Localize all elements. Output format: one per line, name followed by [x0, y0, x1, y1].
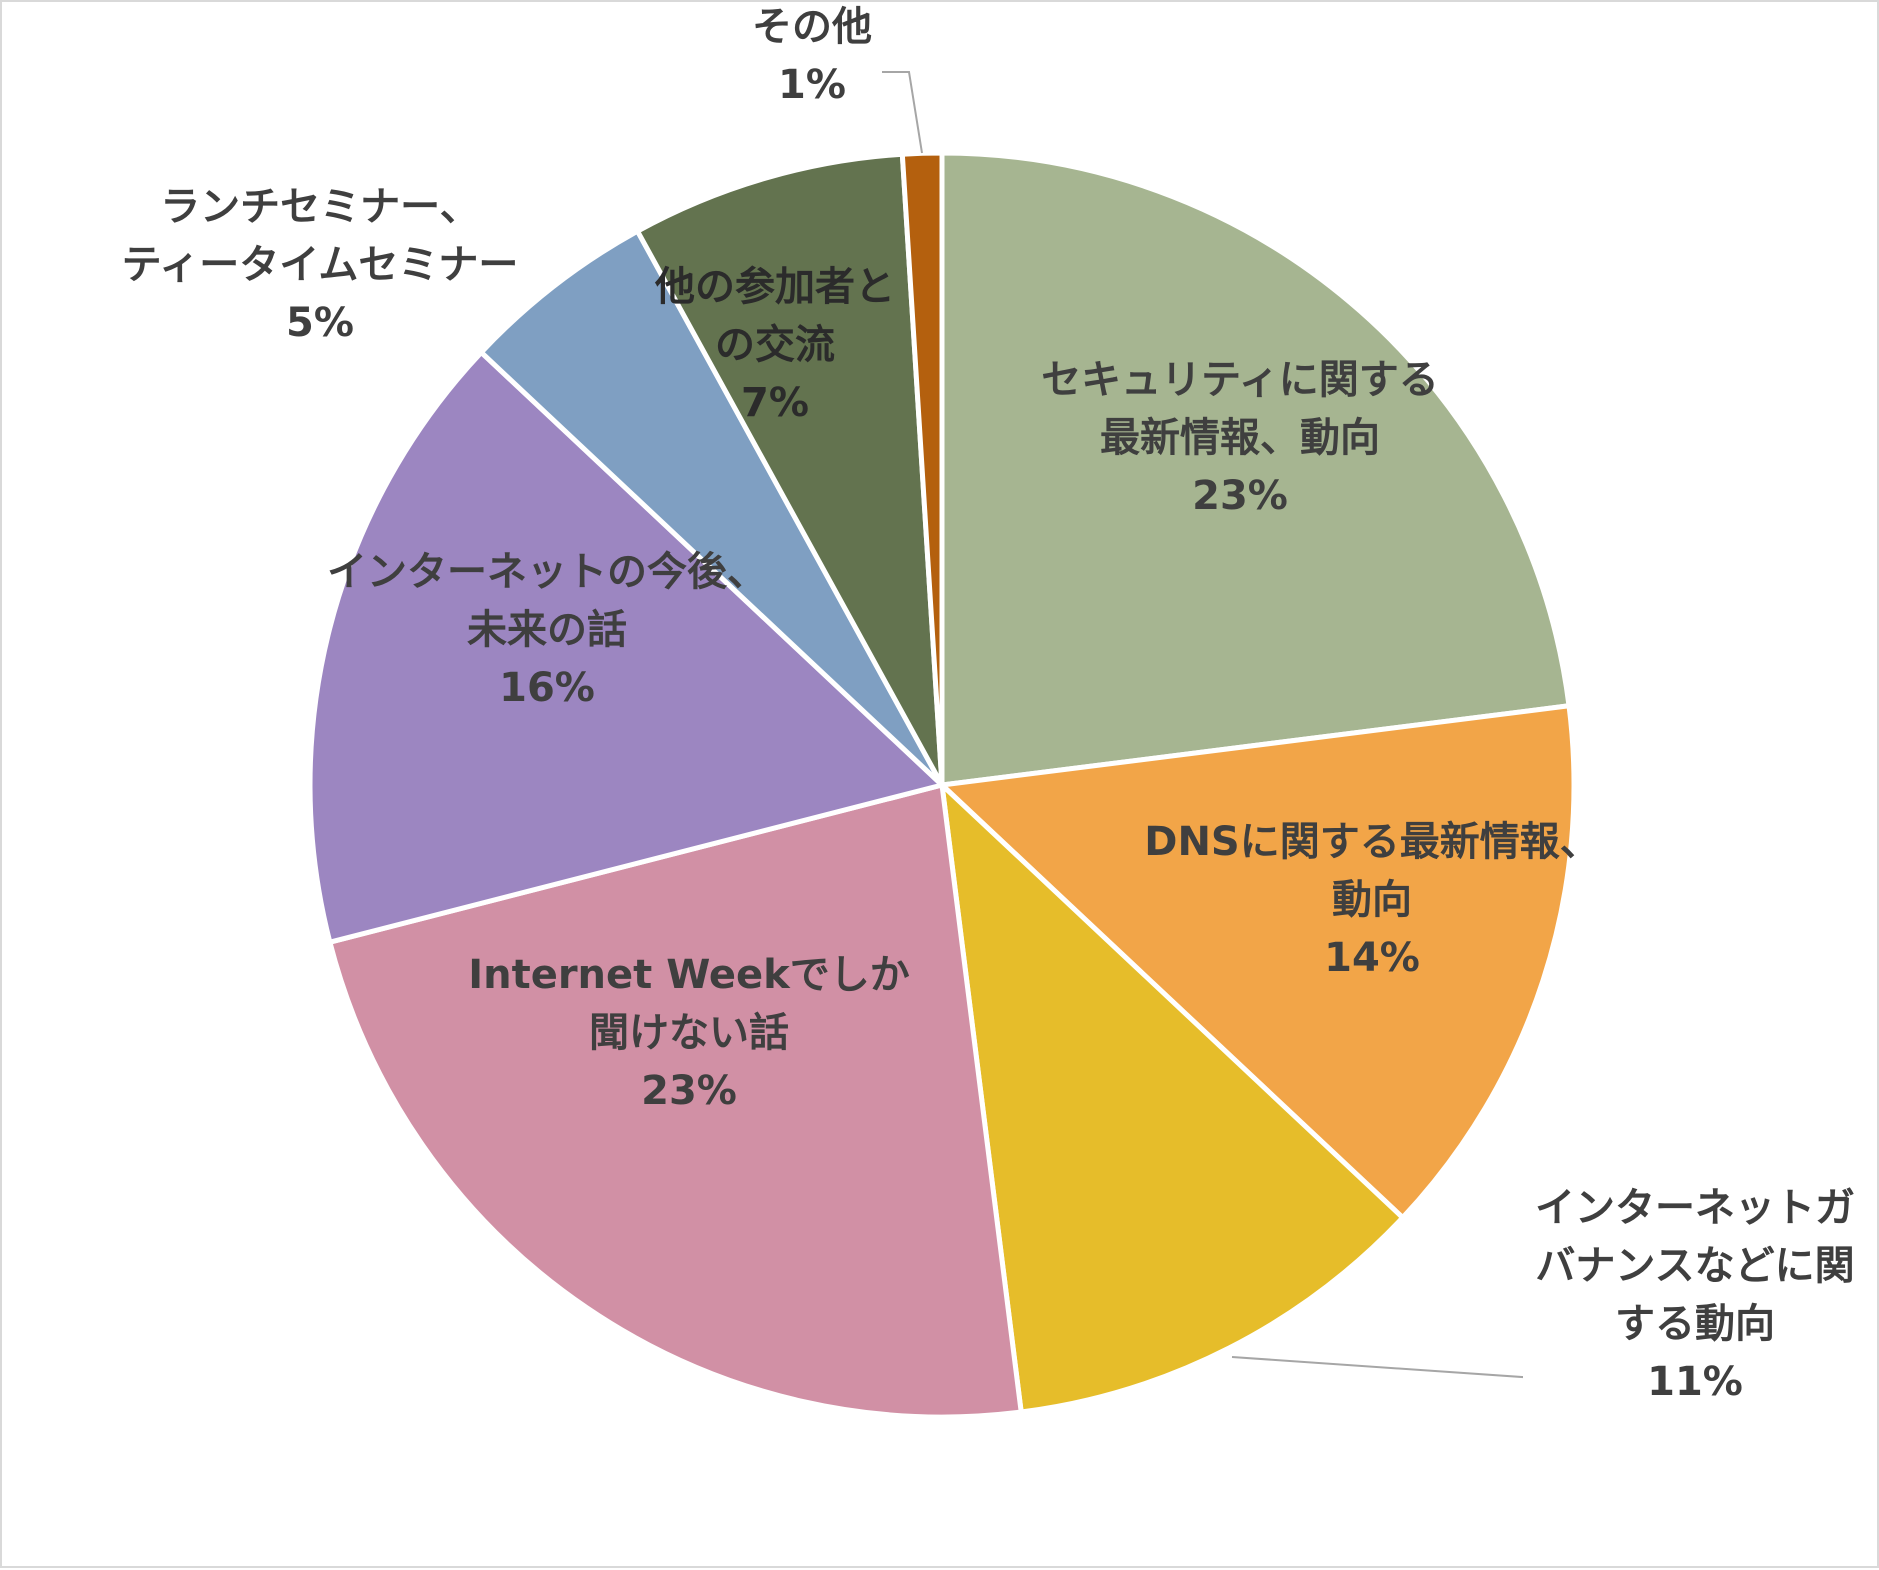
slice-percent-label: 14%: [1324, 935, 1420, 981]
slice-percent-label: 23%: [1192, 473, 1288, 519]
slice-label-4: インターネットの今後、未来の話 16%: [327, 549, 767, 711]
pie-slice-4: [307, 349, 945, 945]
slice-label-5: ランチセミナー、ティータイムセミナー 5%: [122, 184, 519, 346]
pie-slice-5: [478, 228, 945, 788]
slice-category-label: 聞けない話: [589, 1010, 789, 1056]
pie-slice-6: [635, 151, 945, 788]
slice-category-label: 未来の話: [467, 607, 627, 653]
leader-line-7: [882, 71, 923, 154]
pie-slice-3: [327, 782, 1024, 1420]
slice-percent-label: 23%: [641, 1068, 737, 1114]
slice-category-label: の交流: [715, 322, 835, 368]
slice-category-label: する動向: [1615, 1301, 1775, 1347]
slice-category-label: 動向: [1332, 877, 1412, 923]
pie-slice-7: [899, 150, 945, 788]
slice-category-label: セキュリティに関する: [1041, 357, 1439, 403]
slice-category-label: ティータイムセミナー: [122, 242, 519, 288]
pie-slices: [307, 150, 1577, 1420]
slice-category-label: 他の参加者と: [654, 264, 895, 310]
slice-category-label: 最新情報、動向: [1100, 415, 1380, 461]
pie-slice-1: [939, 703, 1577, 1221]
slice-category-label: ランチセミナー、: [160, 184, 480, 230]
slice-label-7: その他 1%: [752, 4, 872, 108]
slice-category-label: その他: [752, 4, 872, 50]
pie-slice-2: [939, 782, 1406, 1415]
leader-line-2: [1231, 1356, 1523, 1379]
slice-category-label: インターネットガ: [1535, 1185, 1855, 1231]
slice-percent-label: 5%: [286, 300, 354, 346]
leader-lines: [882, 71, 1523, 1379]
slice-category-label: Internet Weekでしか: [468, 952, 910, 998]
slice-category-label: インターネットの今後、: [327, 549, 767, 595]
slice-percent-label: 11%: [1647, 1359, 1743, 1405]
slice-category-label: バナンスなどに関: [1535, 1243, 1854, 1289]
slice-percent-label: 1%: [778, 62, 846, 108]
slice-label-1: DNSに関する最新情報、動向 14%: [1144, 819, 1600, 981]
slice-category-label: DNSに関する最新情報、: [1144, 819, 1600, 865]
pie-slice-0: [939, 150, 1572, 788]
slice-percent-label: 7%: [741, 380, 809, 426]
slice-percent-label: 16%: [499, 665, 595, 711]
